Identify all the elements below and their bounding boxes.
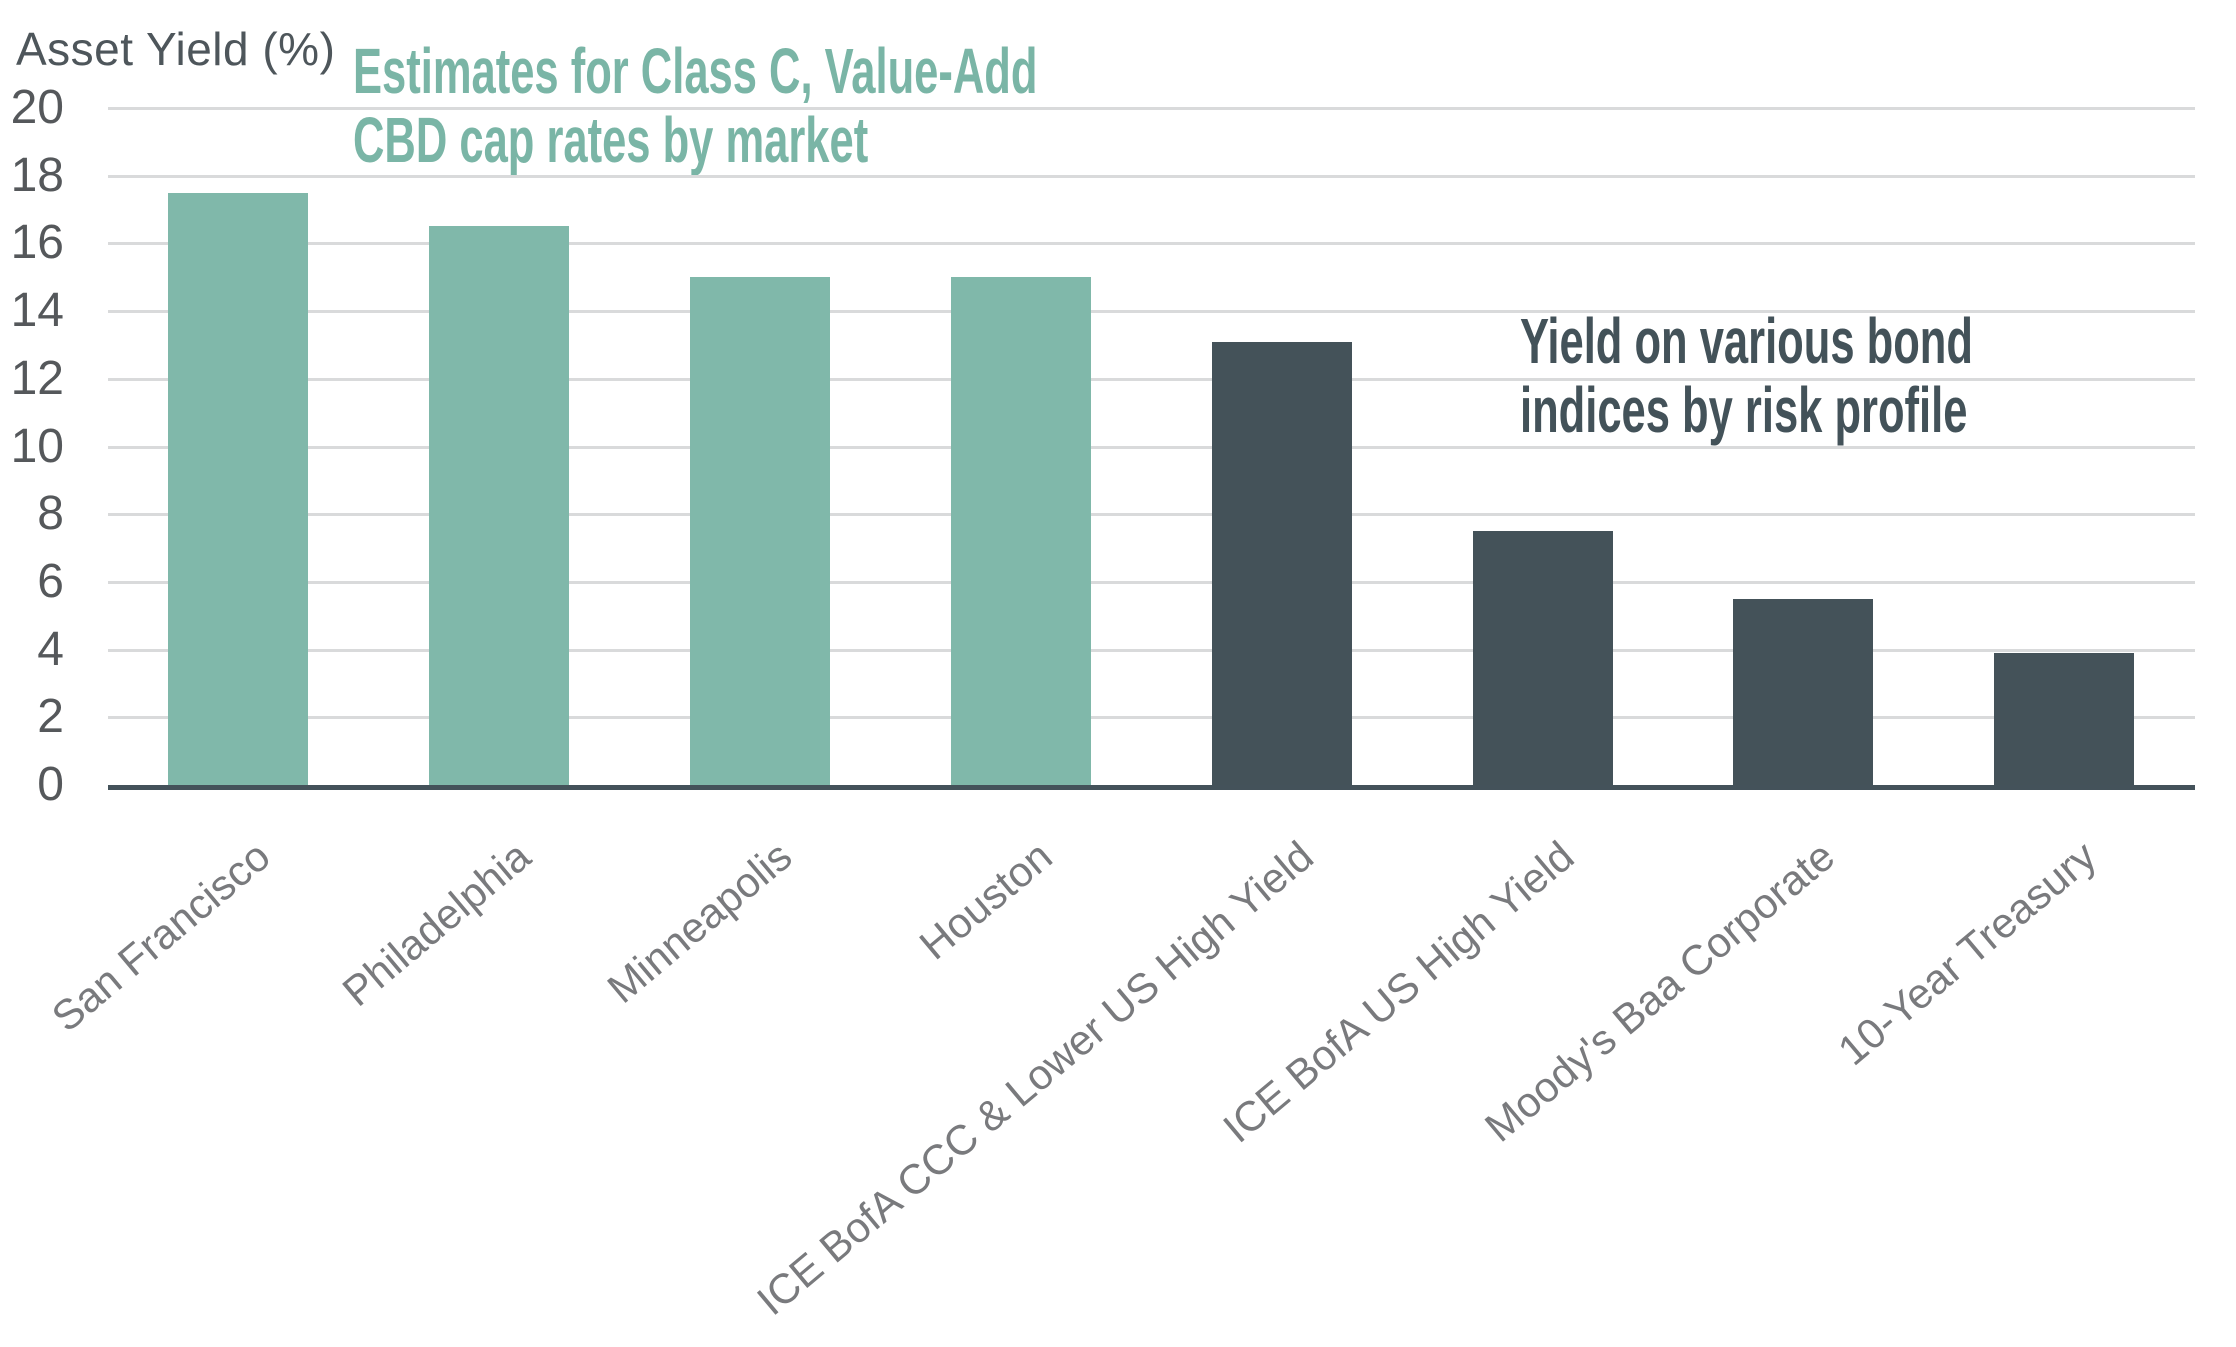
gridline [108,310,2195,314]
bar [428,226,569,785]
x-axis-label: Minneapolis [598,832,801,1013]
y-tick-label: 4 [37,622,64,676]
bond-indices-annotation-line1: Yield on various bond [1520,305,1973,377]
gridline [108,174,2195,178]
y-tick-label: 2 [37,690,64,744]
bar [950,277,1091,785]
x-axis-label: Houston [910,832,1061,969]
x-axis-label: Philadelphia [333,832,540,1016]
gridline [108,513,2195,517]
bar [168,192,308,785]
gridline [108,648,2195,652]
bar [1472,531,1613,785]
gridline [108,445,2195,449]
bar [689,277,830,785]
cap-rates-annotation-line1: Estimates for Class C, Value-Add [353,35,1038,107]
y-tick-label: 8 [37,487,64,541]
y-tick-label: 16 [10,216,64,270]
x-axis-label: 10-Year Treasury [1828,832,2105,1075]
gridline [108,580,2195,584]
y-tick-label: 6 [37,554,64,608]
gridline [108,716,2195,720]
cap-rates-annotation: Estimates for Class C, Value-Add CBD cap… [353,37,1037,175]
x-axis-label: San Francisco [42,832,279,1041]
bond-indices-annotation-line2: indices by risk profile [1520,374,1968,446]
gridline [108,377,2195,381]
y-tick-label: 20 [10,81,64,134]
x-axis-label: ICE BofA CCC & Lower US High Yield [747,832,1322,1325]
bond-indices-annotation: Yield on various bond indices by risk pr… [1520,307,1973,445]
bar [1733,598,1874,785]
y-axis-title: Asset Yield (%) [16,23,336,75]
y-tick-label: 0 [37,758,64,811]
bar [1211,341,1352,785]
gridline [108,242,2195,246]
y-tick-label: 18 [10,148,64,202]
y-tick-label: 10 [10,419,64,473]
gridline [108,107,2195,110]
bar [1994,652,2135,785]
cap-rates-annotation-line2: CBD cap rates by market [353,104,869,176]
y-tick-label: 12 [10,351,64,405]
y-tick-label: 14 [10,284,64,338]
x-axis-line [108,785,2195,790]
